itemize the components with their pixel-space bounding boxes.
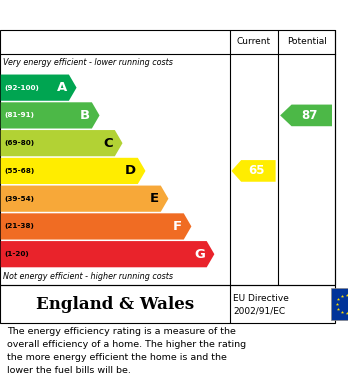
Text: (69-80): (69-80) bbox=[5, 140, 35, 146]
Polygon shape bbox=[1, 186, 168, 212]
Text: F: F bbox=[173, 220, 182, 233]
Polygon shape bbox=[1, 130, 122, 156]
Text: EU Directive: EU Directive bbox=[233, 294, 289, 303]
Text: B: B bbox=[80, 109, 90, 122]
Text: (1-20): (1-20) bbox=[5, 251, 30, 257]
Text: The energy efficiency rating is a measure of the
overall efficiency of a home. T: The energy efficiency rating is a measur… bbox=[7, 327, 246, 375]
Bar bbox=[331, 289, 348, 319]
Text: C: C bbox=[103, 137, 113, 150]
Polygon shape bbox=[280, 104, 332, 126]
Text: Current: Current bbox=[237, 38, 271, 47]
Text: (81-91): (81-91) bbox=[5, 112, 35, 118]
Text: A: A bbox=[57, 81, 67, 94]
Text: 2002/91/EC: 2002/91/EC bbox=[233, 306, 285, 315]
Text: Very energy efficient - lower running costs: Very energy efficient - lower running co… bbox=[3, 58, 173, 67]
Text: (21-38): (21-38) bbox=[5, 223, 35, 230]
Text: G: G bbox=[194, 248, 205, 261]
Text: D: D bbox=[125, 165, 136, 178]
Polygon shape bbox=[1, 158, 145, 184]
Polygon shape bbox=[231, 160, 276, 182]
Text: (39-54): (39-54) bbox=[5, 196, 35, 202]
Text: E: E bbox=[150, 192, 159, 205]
Text: Not energy efficient - higher running costs: Not energy efficient - higher running co… bbox=[3, 272, 174, 281]
Text: Energy Efficiency Rating: Energy Efficiency Rating bbox=[7, 7, 209, 23]
Text: (92-100): (92-100) bbox=[5, 84, 40, 91]
Polygon shape bbox=[1, 102, 100, 129]
Polygon shape bbox=[1, 241, 214, 267]
Text: England & Wales: England & Wales bbox=[36, 296, 194, 312]
Polygon shape bbox=[1, 75, 77, 101]
Text: 87: 87 bbox=[301, 109, 318, 122]
Polygon shape bbox=[1, 213, 191, 240]
Text: 65: 65 bbox=[249, 165, 265, 178]
Text: (55-68): (55-68) bbox=[5, 168, 35, 174]
Text: Potential: Potential bbox=[287, 38, 326, 47]
